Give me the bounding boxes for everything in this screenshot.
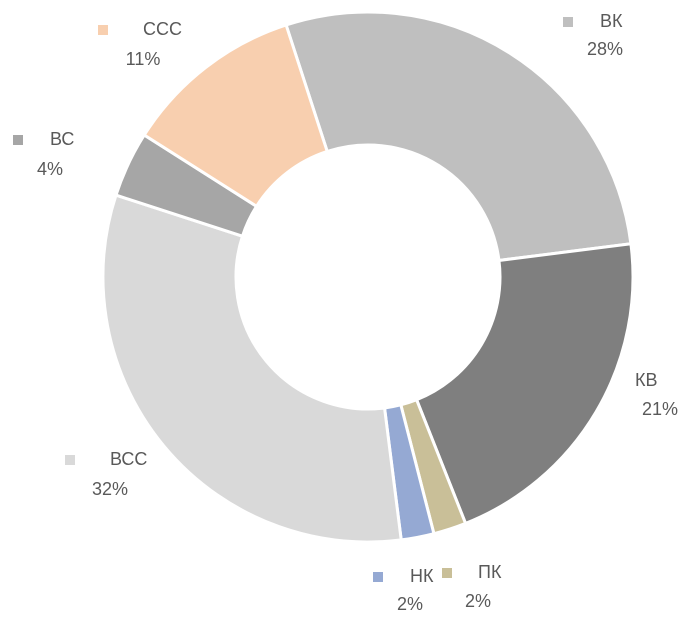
legend-swatch <box>65 455 75 465</box>
value-label: 28% <box>587 39 623 59</box>
category-label: ПК <box>478 562 502 582</box>
category-label: НК <box>410 566 434 586</box>
donut-segment <box>101 193 403 544</box>
value-label: 4% <box>37 159 63 179</box>
donut-segment <box>284 10 633 263</box>
category-label: ВСС <box>110 449 147 469</box>
legend-swatch <box>442 568 452 578</box>
category-label: ССС <box>143 19 182 39</box>
value-label: 32% <box>92 479 128 499</box>
value-label: 21% <box>642 399 678 419</box>
legend-swatch <box>98 25 108 35</box>
value-label: 11% <box>126 49 161 69</box>
legend-swatch <box>373 572 383 582</box>
legend-swatch <box>563 17 573 27</box>
category-label: КВ <box>635 370 658 390</box>
value-label: 2% <box>397 594 423 614</box>
category-label: ВК <box>600 11 623 31</box>
donut-segment <box>414 242 635 526</box>
value-label: 2% <box>465 591 491 611</box>
legend-swatch <box>13 135 23 145</box>
donut-segment <box>142 23 330 209</box>
legend-swatch <box>591 376 601 386</box>
category-label: ВС <box>50 129 74 149</box>
